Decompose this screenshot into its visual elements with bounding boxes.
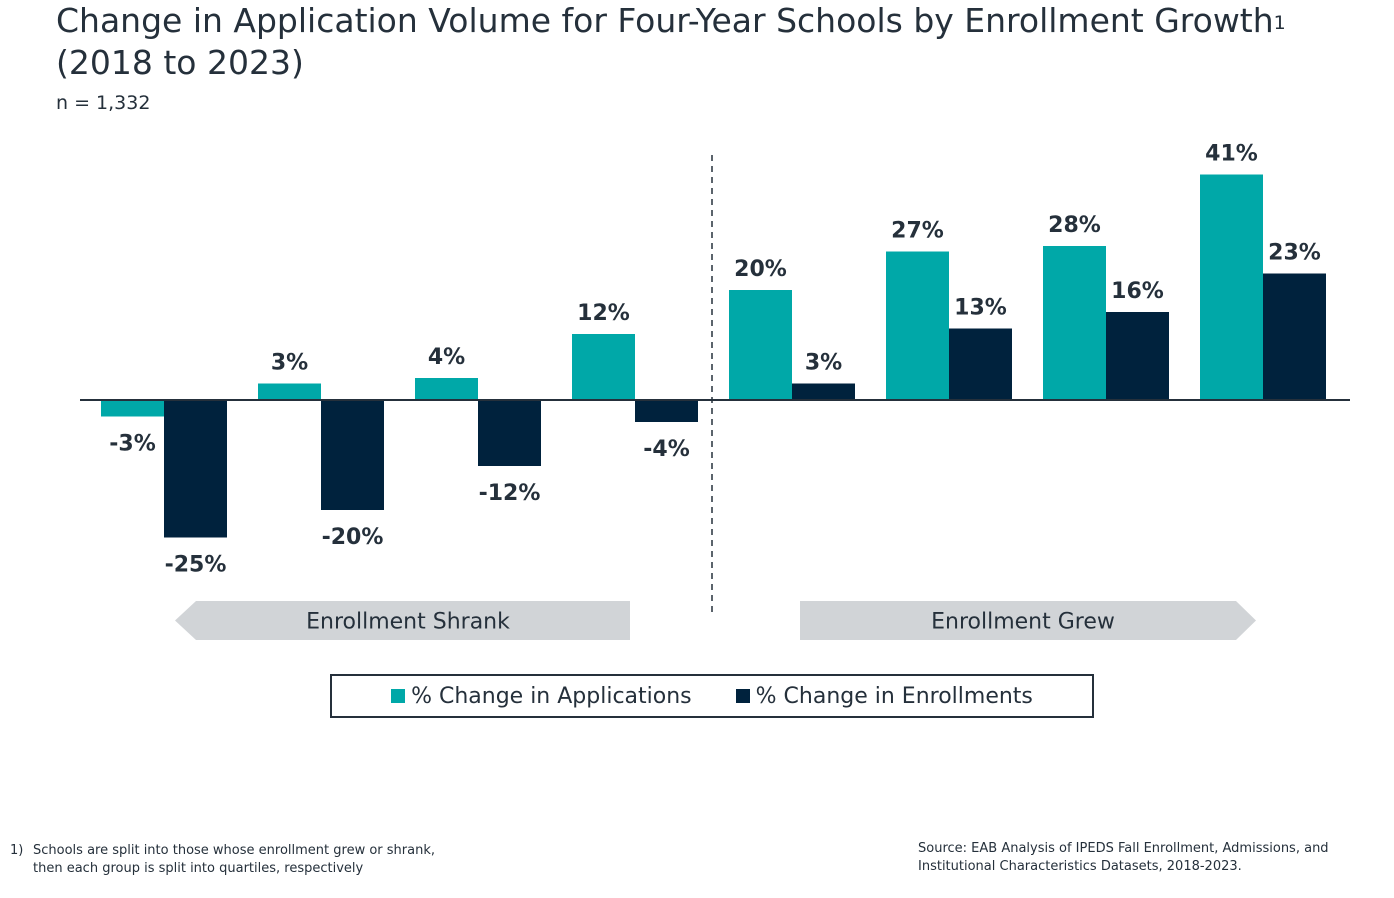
applications-data-label-1: -3% [109, 432, 155, 457]
source-note: Source: EAB Analysis of IPEDS Fall Enrol… [918, 841, 1329, 874]
enrollments-data-label-7: 16% [1111, 279, 1164, 304]
applications-bar-5 [729, 290, 792, 400]
enrollments-bar-8 [1263, 273, 1326, 400]
applications-bar-7 [1043, 246, 1106, 400]
applications-data-label-5: 20% [734, 257, 787, 282]
applications-bar-8 [1200, 174, 1263, 400]
legend: % Change in Applications % Change in Enr… [330, 674, 1094, 718]
applications-bar-4 [572, 334, 635, 400]
bar-chart: -3% 3% 4% 12% 20% 27% 28% 41% -25% -20% -12% -4% 3% 1… [80, 142, 1350, 640]
legend-label-applications: % Change in Applications [411, 683, 692, 709]
title-footnote-marker: 1 [1273, 12, 1286, 34]
applications-bar-2 [258, 383, 321, 400]
enrollments-bar-1 [164, 400, 227, 538]
enrollments-bar-4 [635, 400, 698, 422]
enrollments-data-label-3: -12% [479, 481, 541, 506]
enrollments-bar-5 [792, 383, 855, 400]
enrollments-bar-6 [949, 328, 1012, 400]
sample-size: n = 1,332 [56, 92, 151, 114]
footnote-text: Schools are split into those whose enrol… [33, 843, 435, 876]
enrollments-data-label-8: 23% [1268, 241, 1321, 266]
legend-label-enrollments: % Change in Enrollments [755, 683, 1033, 709]
enrollments-data-label-5: 3% [805, 351, 842, 376]
enrollment-shrank-label: Enrollment Shrank [306, 610, 510, 635]
applications-data-label-6: 27% [891, 219, 944, 244]
enrollments-data-label-4: -4% [643, 437, 689, 462]
chart-title: Change in Application Volume for Four-Ye… [56, 0, 1386, 84]
applications-bar-1 [101, 400, 164, 417]
legend-swatch-applications [391, 689, 406, 703]
enrollment-grew-label: Enrollment Grew [931, 610, 1115, 635]
enrollments-data-label-6: 13% [954, 296, 1007, 321]
applications-bar-6 [886, 251, 949, 400]
enrollments-data-label-1: -25% [165, 553, 227, 578]
applications-data-label-8: 41% [1205, 142, 1258, 167]
footnote: 1) Schools are split into those whose en… [10, 842, 440, 878]
legend-item-enrollments: % Change in Enrollments [735, 683, 1033, 709]
enrollment-shrank-arrow [175, 601, 630, 640]
enrollments-bar-7 [1106, 312, 1169, 400]
applications-data-label-4: 12% [577, 301, 630, 326]
applications-bar-3 [415, 378, 478, 400]
chart-title-text: Change in Application Volume for Four-Ye… [56, 1, 1274, 40]
legend-item-applications: % Change in Applications [391, 684, 692, 709]
applications-data-label-2: 3% [271, 351, 308, 376]
applications-data-label-7: 28% [1048, 213, 1101, 238]
legend-swatch-enrollments [735, 689, 750, 703]
applications-data-label-3: 4% [428, 345, 465, 370]
enrollments-bar-2 [321, 400, 384, 510]
footnote-number: 1) [10, 843, 24, 858]
enrollment-grew-arrow [800, 601, 1256, 640]
enrollments-bar-3 [478, 400, 541, 466]
enrollments-data-label-2: -20% [322, 525, 384, 550]
chart-title-years: (2018 to 2023) [56, 43, 304, 82]
